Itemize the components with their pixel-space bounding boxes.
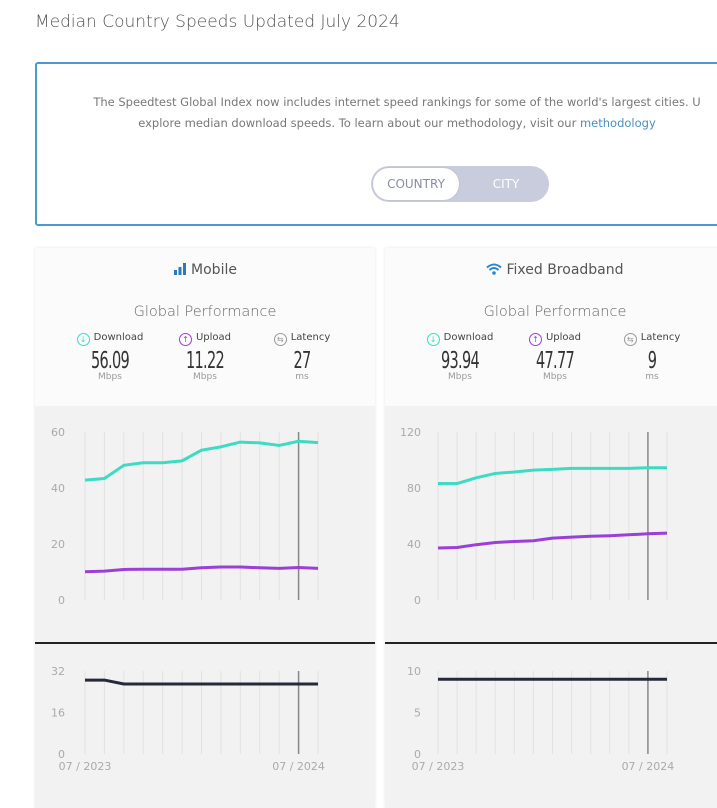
x-tick-label: 07 / 2023 <box>412 760 465 773</box>
y-tick-label: 10 <box>407 665 421 678</box>
x-tick-label: 07 / 2024 <box>272 760 325 773</box>
y-tick-label: 32 <box>51 665 65 678</box>
y-tick-label: 120 <box>400 426 421 439</box>
y-tick-label: 16 <box>51 707 65 720</box>
toggle-city[interactable]: CITY <box>463 166 549 202</box>
info-text: The Speedtest Global Index now includes … <box>37 92 717 134</box>
page-title: Median Country Speeds Updated July 2024 <box>35 12 400 32</box>
x-tick-label: 07 / 2024 <box>622 760 675 773</box>
x-tick-label: 07 / 2023 <box>59 760 112 773</box>
y-tick-label: 60 <box>51 426 65 439</box>
methodology-link[interactable]: methodology <box>580 116 656 130</box>
country-city-toggle[interactable]: COUNTRY CITY <box>371 166 549 202</box>
y-tick-label: 0 <box>58 594 65 607</box>
y-tick-label: 0 <box>414 594 421 607</box>
mobile-card: Mobile Global Performance ↓Download 56.0… <box>35 248 375 808</box>
y-tick-label: 20 <box>51 538 65 551</box>
y-tick-label: 40 <box>407 538 421 551</box>
toggle-country[interactable]: COUNTRY <box>372 167 460 201</box>
y-tick-label: 40 <box>51 482 65 495</box>
y-tick-label: 5 <box>414 707 421 720</box>
info-box: The Speedtest Global Index now includes … <box>35 62 717 226</box>
fixed-broadband-card: Fixed Broadband Global Performance ↓Down… <box>385 248 717 808</box>
y-tick-label: 80 <box>407 482 421 495</box>
